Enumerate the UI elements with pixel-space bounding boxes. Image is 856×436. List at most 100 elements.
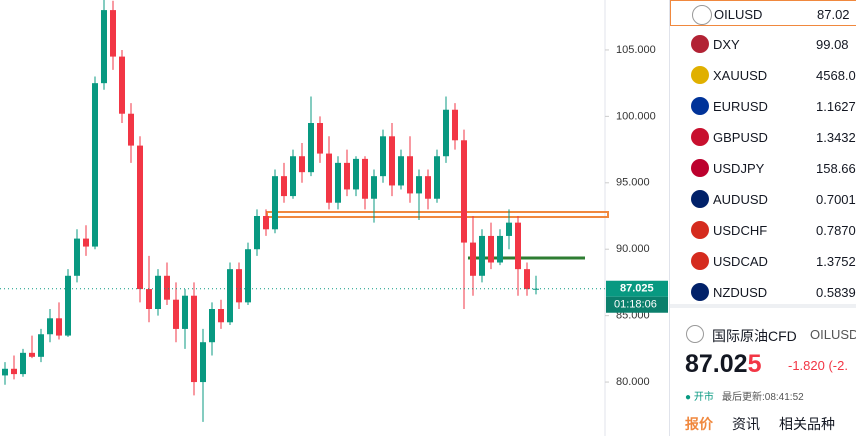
- symbol-icon: [691, 190, 709, 208]
- candle-body: [110, 10, 116, 57]
- tab[interactable]: 报价: [685, 416, 713, 432]
- candle-body: [119, 56, 125, 114]
- candle-body: [497, 235, 503, 263]
- watchlist-row[interactable]: USDJPY 158.66: [670, 155, 856, 181]
- candle-body: [236, 269, 242, 303]
- candle-body: [254, 216, 260, 250]
- candle-body: [479, 235, 485, 276]
- zone-drawing[interactable]: [266, 211, 609, 218]
- candle-body: [47, 318, 53, 335]
- candle-body: [353, 158, 359, 190]
- candle-body: [389, 136, 395, 186]
- candle-body: [398, 156, 404, 186]
- candle-body: [65, 275, 71, 336]
- watchlist-symbol: XAUUSD: [713, 68, 768, 83]
- watchlist-symbol: AUDUSD: [713, 192, 768, 207]
- tab[interactable]: 资讯: [732, 416, 760, 432]
- candle-body: [335, 162, 341, 203]
- candle-body: [128, 113, 134, 146]
- price-last-digit: 5: [747, 350, 762, 378]
- candle-body: [461, 140, 467, 243]
- watchlist-row[interactable]: GBPUSD 1.3432: [670, 124, 856, 150]
- y-tick-label: 105.000: [616, 44, 656, 56]
- candle-body: [56, 318, 62, 336]
- candle-body: [299, 156, 305, 173]
- chart: 80.00085.00090.00095.000100.000105.00087…: [0, 0, 668, 436]
- candle-body: [92, 83, 98, 247]
- candle-body: [380, 136, 386, 177]
- watchlist-price: 4568.0: [816, 68, 856, 83]
- candle-body: [74, 238, 80, 276]
- symbol-icon: [691, 283, 709, 301]
- watchlist-symbol: USDJPY: [713, 161, 765, 176]
- symbol-icon: [686, 325, 704, 343]
- watchlist-row[interactable]: OILUSD 87.02: [670, 0, 856, 26]
- watchlist-row[interactable]: AUDUSD 0.7001: [670, 186, 856, 212]
- countdown-box: [606, 296, 668, 313]
- candle-body: [425, 176, 431, 199]
- detail-change: -1.820 (-2.: [788, 358, 848, 373]
- detail-name: 国际原油CFD: [712, 328, 797, 344]
- detail-symbol: OILUSD: [810, 327, 856, 342]
- candle-body: [344, 162, 350, 190]
- countdown: 01:18:06: [614, 299, 657, 311]
- candle-body: [326, 153, 332, 203]
- candle-body: [407, 156, 413, 194]
- watchlist-row[interactable]: NZDUSD 0.5839: [670, 279, 856, 305]
- symbol-icon: [691, 35, 709, 53]
- tab[interactable]: 相关品种: [779, 416, 835, 432]
- watchlist-symbol: NZDUSD: [713, 285, 768, 300]
- side-panel: 国际原油CFD OILUSD 87.025 -1.820 (-2. ● 开市 最…: [669, 0, 856, 436]
- symbol-icon: [691, 252, 709, 270]
- candle-body: [2, 368, 8, 376]
- candle-body: [488, 235, 494, 263]
- candle-body: [308, 123, 314, 173]
- market-status: ● 开市: [685, 392, 714, 403]
- watchlist-row[interactable]: XAUUSD 4568.0: [670, 62, 856, 88]
- watchlist-row[interactable]: EURUSD 1.1627: [670, 93, 856, 119]
- candle-body: [101, 10, 107, 84]
- candle-body: [137, 145, 143, 290]
- candle-body: [515, 222, 521, 270]
- watchlist-price: 1.3432: [816, 130, 856, 145]
- y-tick-label: 95.000: [616, 177, 650, 189]
- watchlist-symbol: DXY: [713, 37, 740, 52]
- candle-body: [470, 242, 476, 276]
- candle-body: [164, 275, 170, 300]
- candle-body: [290, 156, 296, 197]
- y-tick-label: 80.000: [616, 376, 650, 388]
- candle-body: [443, 109, 449, 157]
- watchlist-symbol: GBPUSD: [713, 130, 768, 145]
- candle-body: [146, 289, 152, 309]
- symbol-icon: [691, 221, 709, 239]
- candle-body: [416, 176, 422, 194]
- candle-body: [155, 275, 161, 309]
- symbol-icon: [691, 97, 709, 115]
- candle-body: [317, 123, 323, 154]
- symbol-icon: [692, 5, 712, 25]
- candle-body: [173, 299, 179, 329]
- symbol-icon: [691, 66, 709, 84]
- symbol-icon: [691, 128, 709, 146]
- detail-price: 87.025: [685, 350, 762, 378]
- candle-body: [191, 295, 197, 383]
- watchlist-price: 1.1627: [816, 99, 856, 114]
- watchlist-row[interactable]: DXY 99.08: [670, 31, 856, 57]
- candle-body: [209, 308, 215, 343]
- last-update: 最后更新:08:41:52: [722, 392, 804, 403]
- candle-body: [281, 176, 287, 197]
- candle-body: [11, 368, 17, 375]
- watchlist-row[interactable]: USDCAD 1.3752: [670, 248, 856, 274]
- last-price-box: [606, 280, 668, 297]
- candle-body: [29, 352, 35, 357]
- candle-body: [227, 269, 233, 323]
- watchlist-row[interactable]: USDCHF 0.7870: [670, 217, 856, 243]
- candle-body: [20, 352, 26, 375]
- candle-body: [218, 308, 224, 323]
- watchlist-price: 0.7870: [816, 223, 856, 238]
- watchlist-symbol: USDCAD: [713, 254, 768, 269]
- watchlist-price: 1.3752: [816, 254, 856, 269]
- watchlist-price: 87.02: [817, 7, 850, 22]
- candle-body: [245, 249, 251, 303]
